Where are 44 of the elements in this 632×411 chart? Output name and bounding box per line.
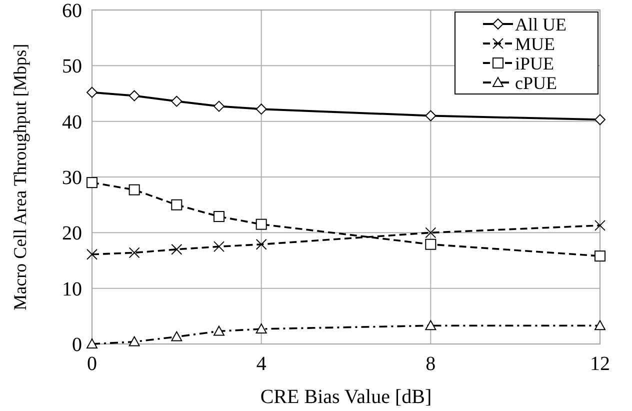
point	[425, 320, 436, 330]
y-tick-label: 20	[62, 222, 82, 245]
legend-label: All UE	[515, 14, 566, 34]
point	[128, 90, 140, 102]
point	[214, 211, 224, 222]
point	[86, 177, 98, 188]
point	[171, 199, 182, 210]
point	[425, 238, 436, 250]
point	[594, 250, 606, 262]
legend-label: cPUE	[515, 72, 557, 93]
point	[171, 244, 182, 255]
point	[214, 241, 224, 252]
legend-label: MUE	[515, 34, 556, 54]
point	[425, 227, 436, 238]
point	[256, 104, 267, 115]
legend-label: iPUE	[515, 53, 554, 74]
y-tick-label: 60	[62, 0, 82, 22]
point	[594, 320, 606, 330]
x-axis-title: CRE Bias Value [dB]	[260, 386, 432, 408]
point	[214, 100, 224, 112]
y-tick-label: 40	[62, 111, 82, 134]
x-tick-label: 0	[87, 353, 97, 375]
point	[256, 238, 267, 250]
point	[171, 331, 182, 342]
x-tick-label: 8	[426, 353, 436, 375]
point	[256, 323, 267, 334]
point	[214, 326, 224, 336]
x-tick-label: 4	[256, 353, 266, 375]
point	[128, 336, 140, 346]
point	[171, 96, 182, 107]
y-tick-label: 50	[62, 56, 82, 78]
y-axis-title: Macro Cell Area Throughput [Mbps]	[10, 44, 30, 310]
point	[256, 218, 267, 230]
y-tick-label: 10	[62, 278, 82, 300]
point	[594, 114, 606, 126]
point	[425, 110, 436, 122]
point	[128, 247, 140, 258]
point	[594, 220, 606, 231]
point	[86, 86, 98, 98]
point	[86, 248, 98, 260]
y-tick-label: 0	[72, 334, 82, 356]
x-tick-label: 12	[590, 353, 610, 375]
point	[128, 184, 140, 196]
y-tick-label: 30	[62, 167, 82, 189]
